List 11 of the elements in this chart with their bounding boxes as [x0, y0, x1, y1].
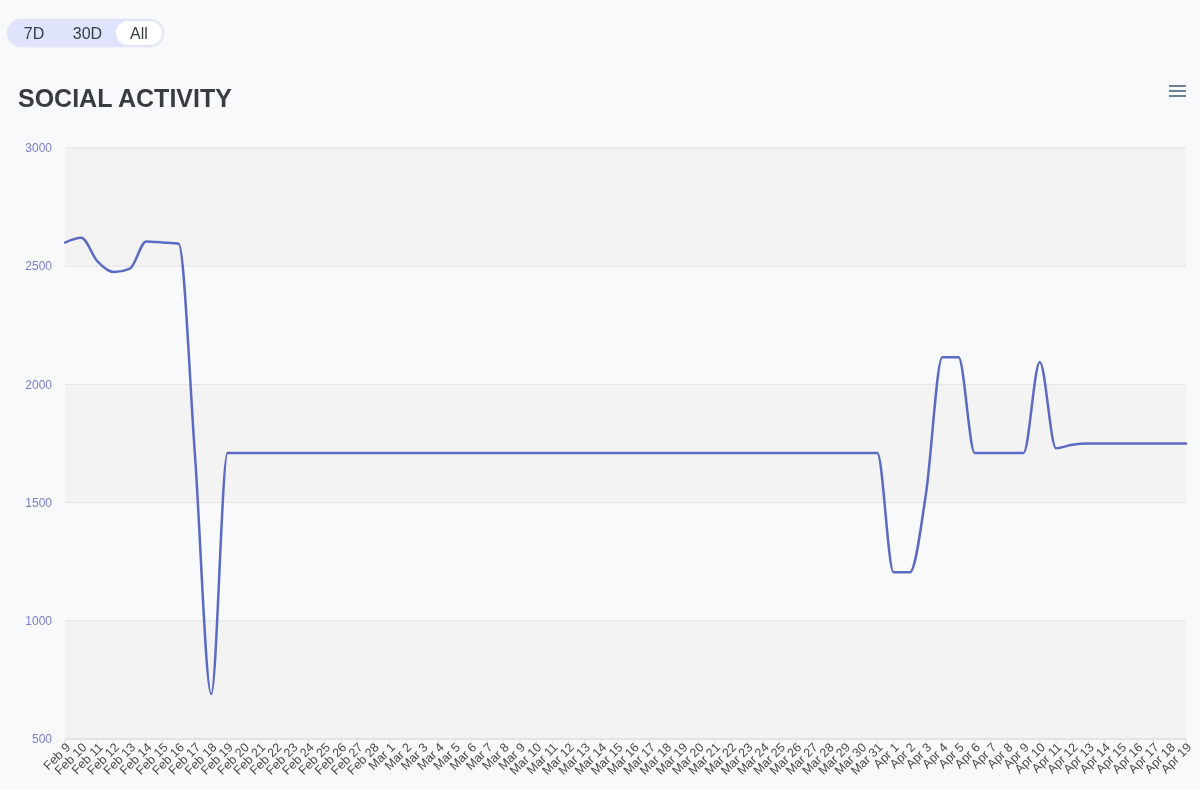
y-tick-label: 500 [31, 732, 53, 747]
y-tick-label: 1500 [25, 495, 53, 510]
text: 30D [72, 25, 103, 42]
y-tick-label: 2000 [25, 377, 53, 392]
chart-title: SOCIAL ACTIVITY [18, 84, 233, 112]
y-tick-label: 1000 [25, 614, 53, 628]
y-tick-label: 3000 [25, 141, 53, 156]
text: All [130, 25, 148, 42]
text: 7D [23, 25, 45, 42]
y-tick-label: 2500 [25, 259, 53, 274]
line-series [63, 236, 1188, 696]
